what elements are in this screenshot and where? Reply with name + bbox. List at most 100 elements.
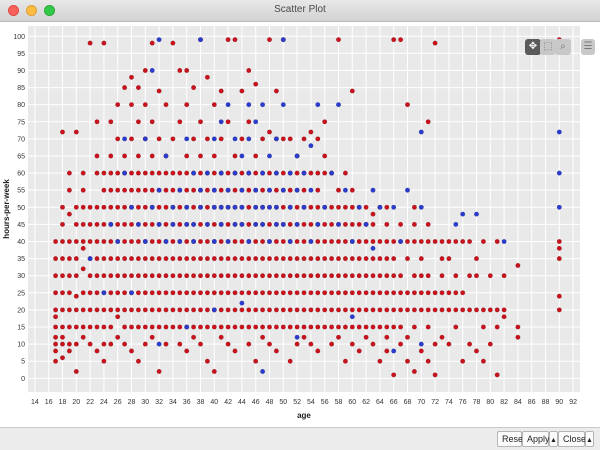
data-point-red[interactable] bbox=[370, 256, 376, 262]
data-point-blue[interactable] bbox=[184, 136, 190, 142]
data-point-red[interactable] bbox=[53, 341, 59, 347]
data-point-red[interactable] bbox=[370, 307, 376, 313]
data-point-red[interactable] bbox=[108, 119, 114, 125]
data-point-red[interactable] bbox=[232, 153, 238, 159]
data-point-red[interactable] bbox=[80, 266, 86, 272]
data-point-red[interactable] bbox=[425, 358, 431, 364]
data-point-red[interactable] bbox=[487, 307, 493, 313]
data-point-red[interactable] bbox=[349, 341, 355, 347]
data-point-red[interactable] bbox=[135, 256, 141, 262]
data-point-blue[interactable] bbox=[239, 187, 245, 193]
data-point-blue[interactable] bbox=[322, 204, 328, 210]
data-point-red[interactable] bbox=[432, 290, 438, 296]
data-point-red[interactable] bbox=[225, 119, 231, 125]
data-point-blue[interactable] bbox=[204, 221, 210, 227]
data-point-red[interactable] bbox=[108, 290, 114, 296]
data-point-red[interactable] bbox=[87, 221, 93, 227]
data-point-red[interactable] bbox=[211, 256, 217, 262]
data-point-blue[interactable] bbox=[128, 204, 134, 210]
data-point-red[interactable] bbox=[391, 238, 397, 244]
data-point-blue[interactable] bbox=[239, 221, 245, 227]
data-point-red[interactable] bbox=[218, 324, 224, 330]
data-point-red[interactable] bbox=[197, 324, 203, 330]
data-point-red[interactable] bbox=[225, 324, 231, 330]
data-point-red[interactable] bbox=[253, 307, 259, 313]
data-point-red[interactable] bbox=[315, 290, 321, 296]
data-point-blue[interactable] bbox=[156, 341, 162, 347]
data-point-red[interactable] bbox=[474, 307, 480, 313]
data-point-red[interactable] bbox=[80, 204, 86, 210]
data-point-red[interactable] bbox=[356, 290, 362, 296]
data-point-red[interactable] bbox=[370, 290, 376, 296]
data-point-red[interactable] bbox=[218, 136, 224, 142]
data-point-red[interactable] bbox=[184, 187, 190, 193]
data-point-red[interactable] bbox=[280, 307, 286, 313]
reset-button[interactable]: Reset bbox=[497, 431, 526, 447]
data-point-red[interactable] bbox=[349, 273, 355, 279]
data-point-blue[interactable] bbox=[218, 119, 224, 125]
data-point-red[interactable] bbox=[87, 238, 93, 244]
data-point-blue[interactable] bbox=[287, 170, 293, 176]
data-point-red[interactable] bbox=[342, 324, 348, 330]
data-point-red[interactable] bbox=[294, 307, 300, 313]
data-point-red[interactable] bbox=[60, 204, 66, 210]
data-point-red[interactable] bbox=[197, 273, 203, 279]
data-point-red[interactable] bbox=[108, 273, 114, 279]
data-point-red[interactable] bbox=[418, 307, 424, 313]
data-point-red[interactable] bbox=[363, 238, 369, 244]
data-point-red[interactable] bbox=[53, 334, 59, 340]
data-point-blue[interactable] bbox=[556, 129, 562, 135]
data-point-red[interactable] bbox=[487, 341, 493, 347]
data-point-blue[interactable] bbox=[260, 204, 266, 210]
data-point-red[interactable] bbox=[94, 307, 100, 313]
data-point-red[interactable] bbox=[53, 273, 59, 279]
data-point-red[interactable] bbox=[53, 256, 59, 262]
data-point-blue[interactable] bbox=[370, 187, 376, 193]
data-point-red[interactable] bbox=[418, 238, 424, 244]
data-point-red[interactable] bbox=[184, 348, 190, 354]
data-point-red[interactable] bbox=[177, 256, 183, 262]
maximize-window-icon[interactable] bbox=[44, 5, 55, 16]
data-point-red[interactable] bbox=[301, 334, 307, 340]
data-point-red[interactable] bbox=[253, 256, 259, 262]
data-point-red[interactable] bbox=[108, 256, 114, 262]
data-point-red[interactable] bbox=[170, 238, 176, 244]
data-point-red[interactable] bbox=[53, 358, 59, 364]
data-point-blue[interactable] bbox=[501, 238, 507, 244]
data-point-red[interactable] bbox=[370, 221, 376, 227]
data-point-red[interactable] bbox=[156, 368, 162, 374]
data-point-red[interactable] bbox=[156, 238, 162, 244]
data-point-blue[interactable] bbox=[163, 238, 169, 244]
data-point-red[interactable] bbox=[149, 221, 155, 227]
data-point-red[interactable] bbox=[218, 238, 224, 244]
data-point-red[interactable] bbox=[308, 221, 314, 227]
data-point-red[interactable] bbox=[191, 187, 197, 193]
data-point-red[interactable] bbox=[398, 341, 404, 347]
data-point-red[interactable] bbox=[425, 307, 431, 313]
data-point-red[interactable] bbox=[308, 170, 314, 176]
data-point-blue[interactable] bbox=[211, 238, 217, 244]
data-point-red[interactable] bbox=[73, 129, 79, 135]
data-point-red[interactable] bbox=[377, 256, 383, 262]
data-point-red[interactable] bbox=[294, 324, 300, 330]
data-point-red[interactable] bbox=[170, 307, 176, 313]
data-point-blue[interactable] bbox=[122, 170, 128, 176]
data-point-red[interactable] bbox=[156, 256, 162, 262]
data-point-red[interactable] bbox=[184, 290, 190, 296]
data-point-red[interactable] bbox=[329, 307, 335, 313]
data-point-red[interactable] bbox=[370, 341, 376, 347]
data-point-blue[interactable] bbox=[301, 204, 307, 210]
data-point-red[interactable] bbox=[108, 238, 114, 244]
data-point-red[interactable] bbox=[308, 290, 314, 296]
data-point-red[interactable] bbox=[53, 307, 59, 313]
data-point-red[interactable] bbox=[163, 170, 169, 176]
data-point-blue[interactable] bbox=[232, 136, 238, 142]
data-point-red[interactable] bbox=[128, 273, 134, 279]
plot-area[interactable]: 14 16 18 20 22 24 26 28 30 32 34 36 38 40 42 44 46 48 50 52… bbox=[0, 22, 600, 427]
data-point-red[interactable] bbox=[411, 238, 417, 244]
data-point-red[interactable] bbox=[280, 170, 286, 176]
data-point-red[interactable] bbox=[253, 324, 259, 330]
data-point-red[interactable] bbox=[122, 341, 128, 347]
data-point-red[interactable] bbox=[170, 170, 176, 176]
data-point-blue[interactable] bbox=[342, 187, 348, 193]
